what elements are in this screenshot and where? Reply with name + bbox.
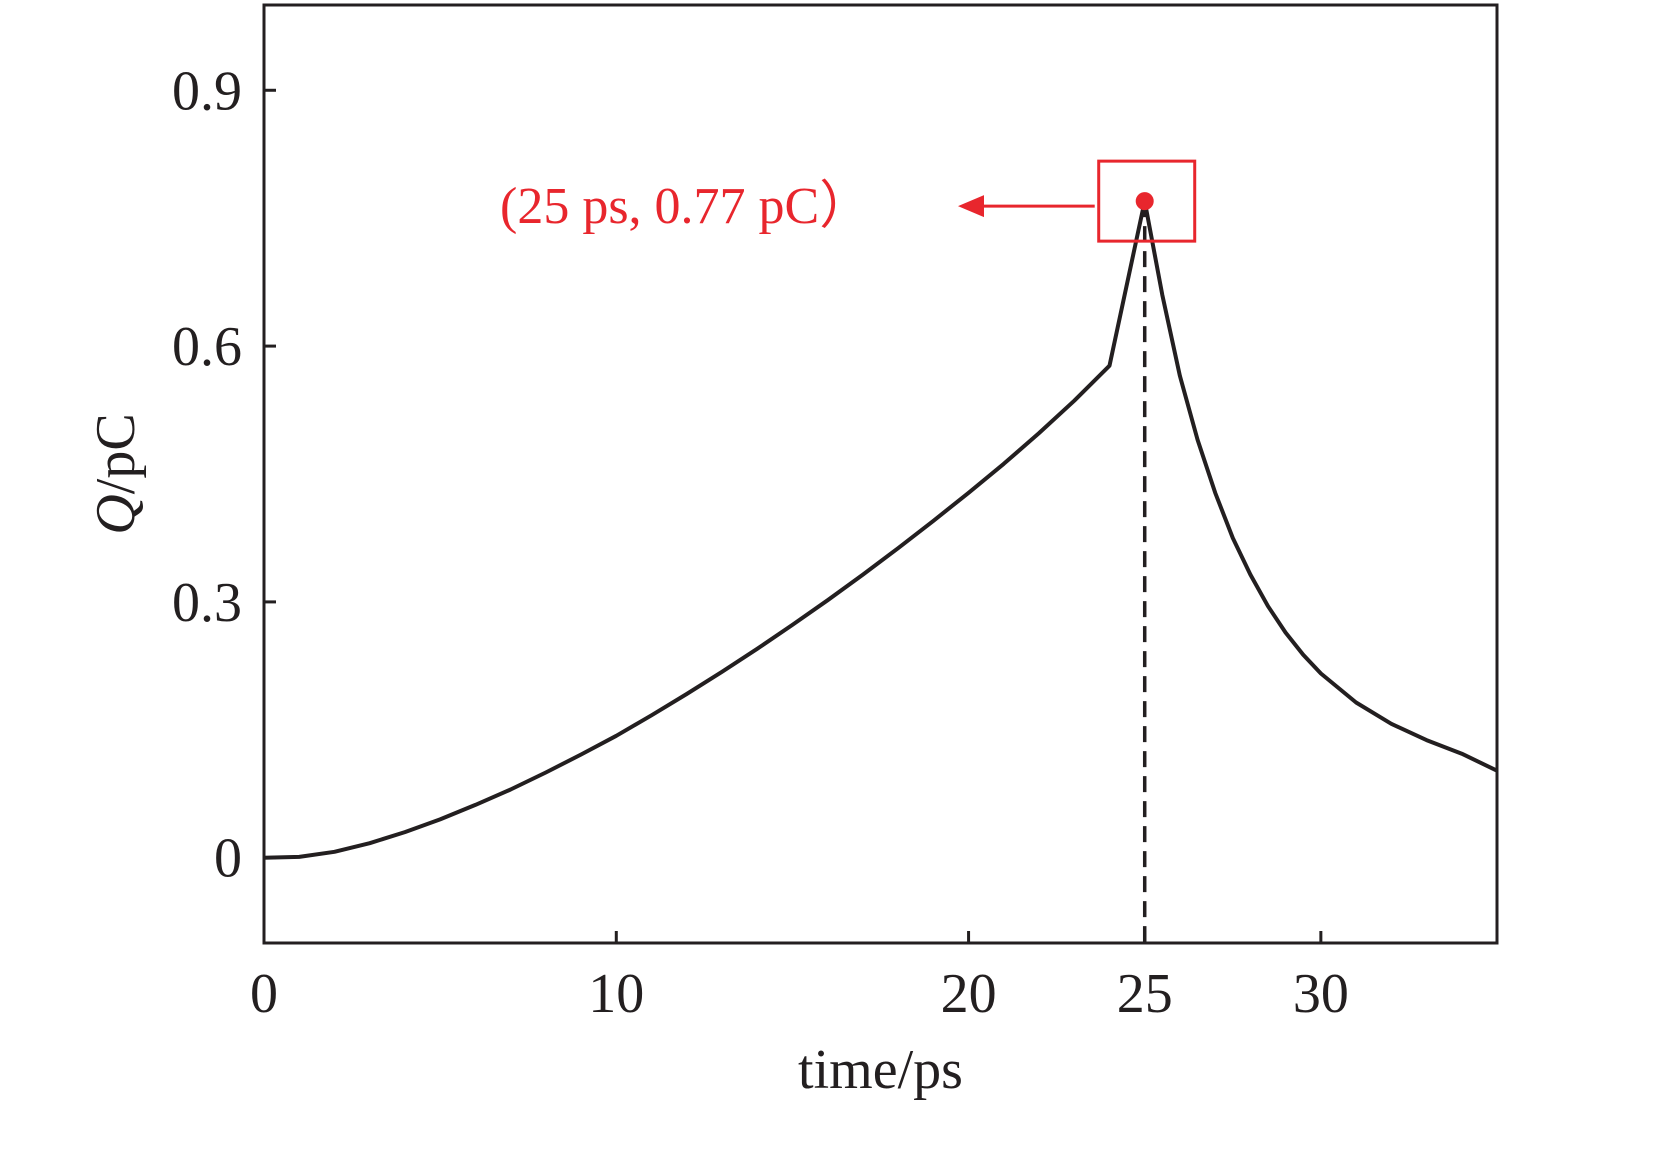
- x-tick-label-0: 0: [250, 963, 278, 1025]
- y-axis-unit: /pC: [85, 413, 147, 494]
- y-tick-label-0.3: 0.3: [172, 572, 242, 634]
- y-tick-label-0.9: 0.9: [172, 60, 242, 122]
- x-tick-label-30: 30: [1293, 963, 1349, 1025]
- x-tick-label-25: 25: [1117, 963, 1173, 1025]
- x-tick-label-20: 20: [941, 963, 997, 1025]
- labels-layer: time/ps Q/pC: [85, 413, 963, 1101]
- peak-highlight-box: [1097, 159, 1197, 243]
- ticks-layer: 0 10 20 25 30 0 0.3 0.6 0.9: [172, 60, 1349, 1025]
- x-tick-label-10: 10: [588, 963, 644, 1025]
- plot-frame: [262, 3, 1499, 945]
- peak-label: (25 ps, 0.77 pC）: [500, 178, 871, 235]
- y-tick-label-0.6: 0.6: [172, 316, 242, 378]
- series-layer: [263, 199, 1498, 860]
- annot-layer: (25 ps, 0.77 pC）: [500, 159, 1197, 243]
- y-tick-label-0: 0: [214, 828, 242, 890]
- series-line-0: [263, 199, 1498, 860]
- y-axis-title: Q/pC: [85, 413, 147, 534]
- y-axis-symbol: Q: [85, 494, 147, 534]
- peak-marker: [1135, 192, 1154, 211]
- x-axis-title: time/ps: [798, 1039, 963, 1101]
- peak-arrow-head: [958, 195, 984, 218]
